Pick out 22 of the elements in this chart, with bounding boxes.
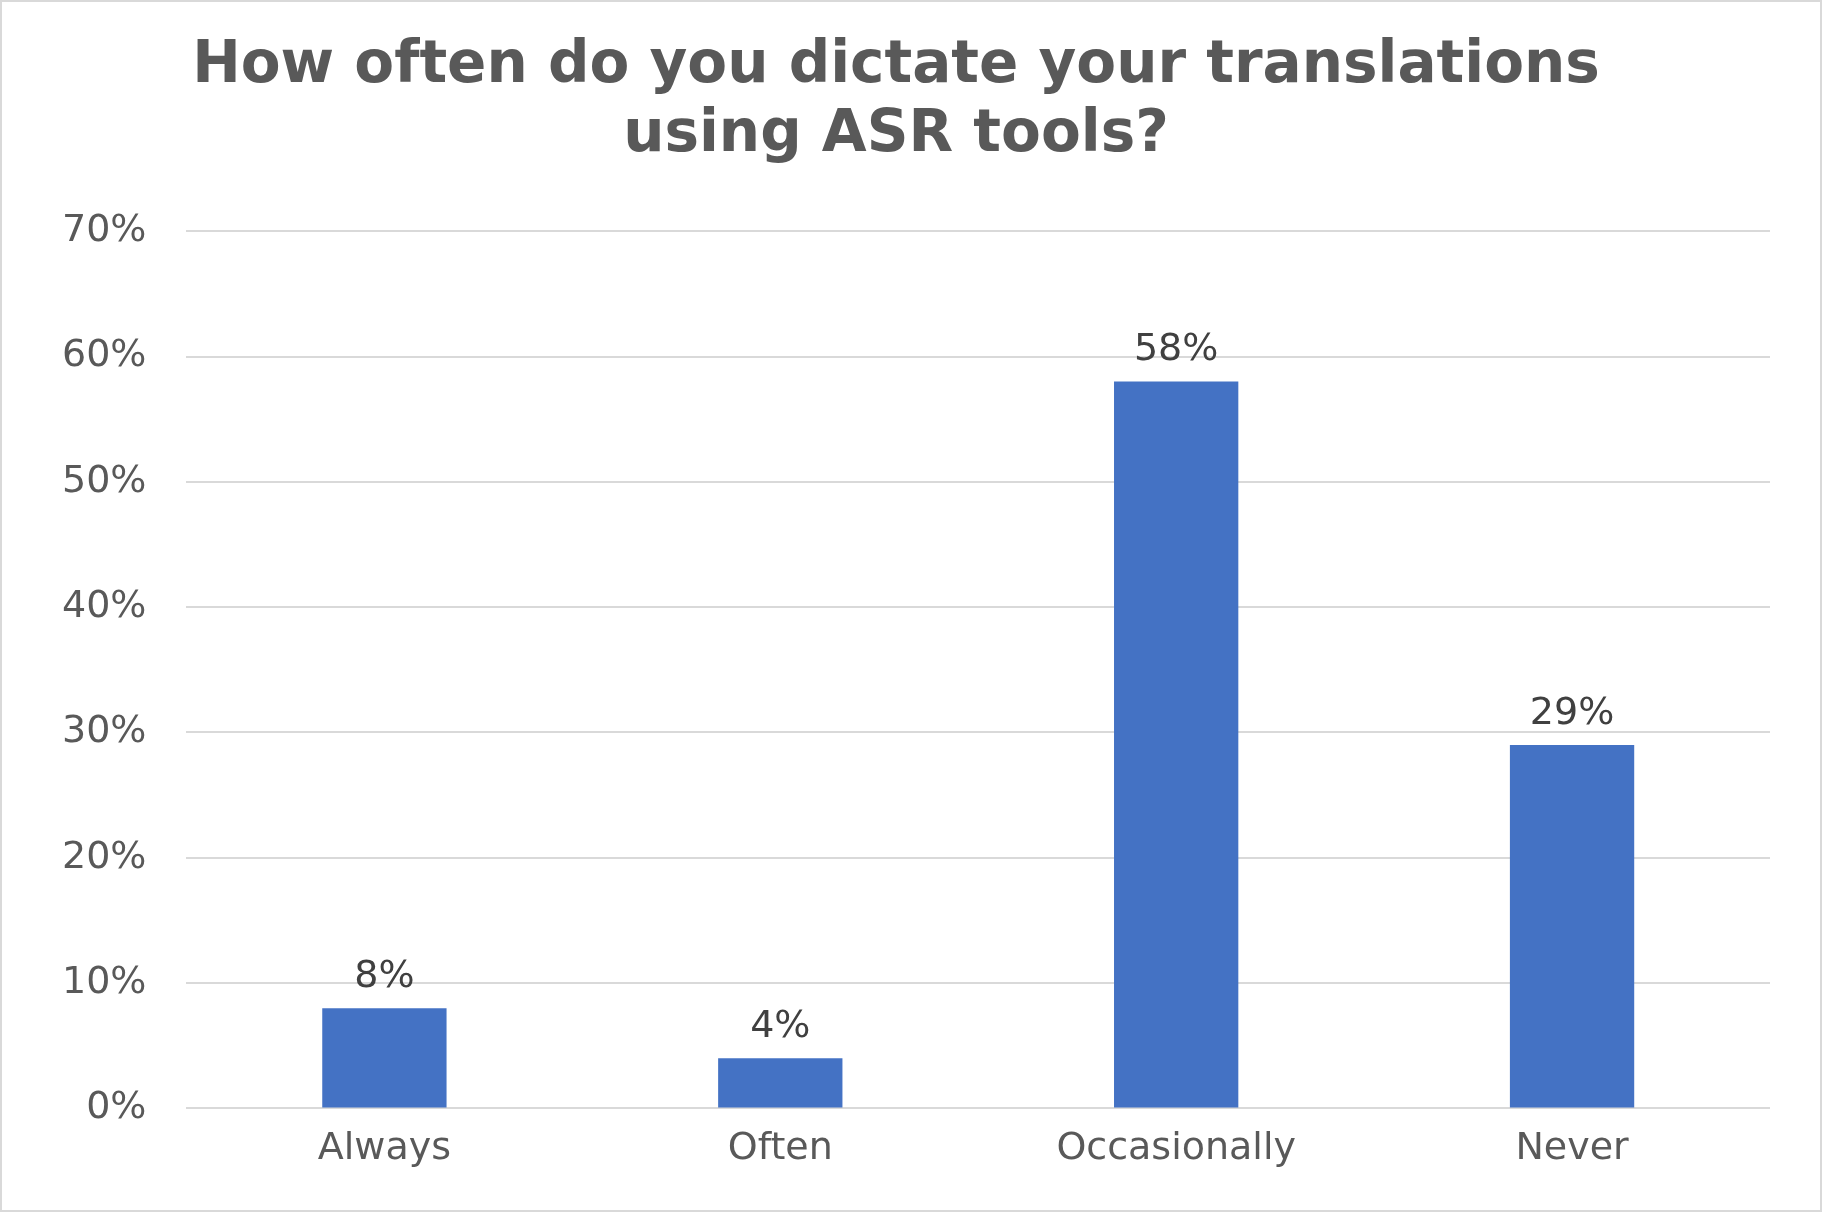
y-tick-label: 20% — [61, 832, 147, 877]
data-label: 29% — [1529, 688, 1615, 733]
x-tick-label: Occasionally — [1056, 1124, 1296, 1169]
y-tick-label: 10% — [61, 957, 147, 1002]
data-label: 4% — [750, 1002, 811, 1047]
y-tick-label: 30% — [61, 707, 147, 752]
y-tick-label: 70% — [61, 206, 147, 251]
bar — [1509, 744, 1635, 1108]
data-label: 8% — [354, 952, 415, 997]
bar — [1114, 381, 1239, 1108]
x-tick-label: Never — [1515, 1124, 1630, 1169]
text: How often do you dictate your translations — [192, 27, 1600, 96]
y-tick-label: 0% — [86, 1083, 147, 1128]
x-tick-label: Often — [727, 1124, 833, 1169]
data-label: 58% — [1133, 325, 1219, 370]
x-tick-label: Always — [317, 1124, 452, 1169]
bar — [718, 1058, 843, 1108]
y-tick-label: 60% — [61, 331, 147, 376]
y-tick-label: 40% — [61, 582, 147, 627]
y-tick-label: 50% — [61, 456, 147, 501]
bar — [322, 1008, 447, 1108]
text: using ASR tools? — [623, 97, 1169, 166]
